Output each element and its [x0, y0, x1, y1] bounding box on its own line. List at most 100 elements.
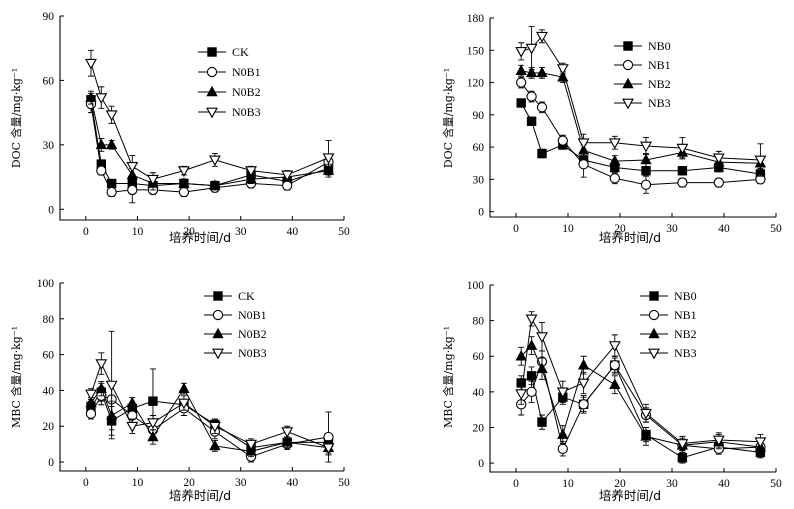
legend-entry: N0B2: [204, 327, 267, 341]
data-point: [526, 91, 537, 102]
data-point: [178, 186, 190, 198]
series-line: [520, 102, 761, 175]
x-tick-label: 0: [513, 478, 519, 490]
data-point: [640, 153, 652, 165]
series-line: [90, 362, 329, 449]
series-CK: [86, 368, 334, 454]
data-point: [126, 396, 138, 408]
data-point: [148, 396, 158, 406]
legend-label: CK: [238, 289, 255, 303]
data-point: [608, 138, 621, 150]
data-point: [106, 186, 117, 198]
data-point: [281, 170, 294, 182]
series-line: [520, 82, 761, 186]
series-NB0: [516, 98, 766, 179]
data-point: [322, 153, 335, 165]
legend-marker: [212, 327, 224, 339]
legend-marker: [212, 309, 224, 321]
data-point: [147, 418, 159, 429]
data-point: [209, 439, 221, 451]
legend-entry: NB1: [640, 308, 697, 322]
data-point: [525, 339, 538, 350]
x-tick-label: 10: [132, 477, 144, 489]
legend-marker: [623, 41, 633, 51]
legend-label: N0B2: [232, 85, 261, 99]
data-point: [525, 43, 538, 55]
series-NB2: [515, 64, 767, 170]
data-point: [536, 102, 548, 113]
data-point: [515, 64, 527, 76]
series-NB3: [515, 26, 767, 177]
series-N0B2: [85, 90, 335, 191]
y-axis-label: DOC 含量/mg·kg⁻¹: [9, 68, 23, 168]
legend-entry: N0B3: [204, 346, 267, 360]
x-tick-label: 10: [562, 223, 574, 235]
data-point: [282, 180, 293, 191]
legend-entry: NB2: [614, 77, 671, 91]
data-point: [526, 386, 537, 398]
x-tick-label: 20: [614, 223, 626, 235]
data-point: [640, 179, 652, 190]
legend-marker: [207, 47, 217, 57]
data-point: [515, 46, 528, 58]
data-point: [537, 417, 547, 427]
x-tick-label: 0: [83, 226, 89, 238]
legend-label: NB3: [648, 96, 671, 110]
data-point: [85, 91, 97, 102]
data-point: [578, 399, 589, 410]
legend-label: CK: [232, 45, 249, 59]
data-point: [245, 439, 257, 451]
data-point: [537, 148, 547, 159]
panel-doc-n0: 培养时间/d DOC 含量/mg·kg⁻¹ 0 10 20 30 40 50 0 30 60 90…: [9, 11, 350, 245]
x-tick-label: 40: [287, 477, 299, 489]
series-NB2: [515, 336, 767, 455]
legend-entry: NB3: [640, 346, 697, 360]
data-point: [515, 349, 527, 361]
data-point: [126, 161, 139, 173]
x-tick-label: 50: [770, 223, 782, 235]
data-point: [676, 143, 689, 155]
data-point: [178, 177, 190, 188]
x-tick-label: 0: [513, 223, 519, 235]
data-point: [177, 166, 190, 177]
x-tick-label: 30: [666, 223, 678, 235]
legend-entry: N0B2: [198, 85, 261, 99]
data-point: [85, 58, 97, 70]
data-point: [609, 378, 621, 390]
series-line: [90, 103, 329, 193]
y-tick-label: 40: [473, 387, 485, 399]
data-point: [96, 165, 107, 176]
x-tick-label: 30: [235, 226, 247, 238]
legend-label: N0B3: [232, 105, 261, 119]
y-tick-label: 90: [473, 110, 485, 122]
y-tick-label: 40: [43, 385, 55, 397]
y-tick-label: 30: [473, 174, 485, 186]
data-point: [640, 141, 652, 153]
data-point: [178, 382, 190, 393]
legend-label: NB0: [674, 289, 697, 303]
x-tick-label: 50: [338, 477, 350, 489]
legend-marker: [213, 291, 223, 301]
data-point: [245, 166, 257, 177]
data-point: [640, 408, 652, 420]
y-tick-label: 80: [473, 316, 485, 328]
legend-marker: [622, 77, 634, 89]
series-N0B2: [85, 381, 335, 458]
legend-marker: [622, 98, 634, 110]
y-tick-label: 100: [467, 280, 485, 292]
legend-entry: NB2: [640, 327, 697, 341]
data-point: [557, 135, 568, 146]
legend-entry: CK: [204, 289, 255, 303]
legend-marker: [206, 66, 218, 78]
data-point: [85, 389, 97, 401]
data-point: [106, 138, 118, 150]
series-N0B1: [85, 384, 334, 463]
series-line: [90, 395, 329, 458]
series-line: [521, 70, 761, 164]
data-point: [526, 116, 537, 126]
axes: [489, 285, 776, 473]
data-point: [95, 138, 107, 150]
y-tick-label: 60: [43, 75, 55, 87]
y-tick-label: 0: [478, 458, 484, 470]
x-tick-label: 20: [183, 226, 195, 238]
